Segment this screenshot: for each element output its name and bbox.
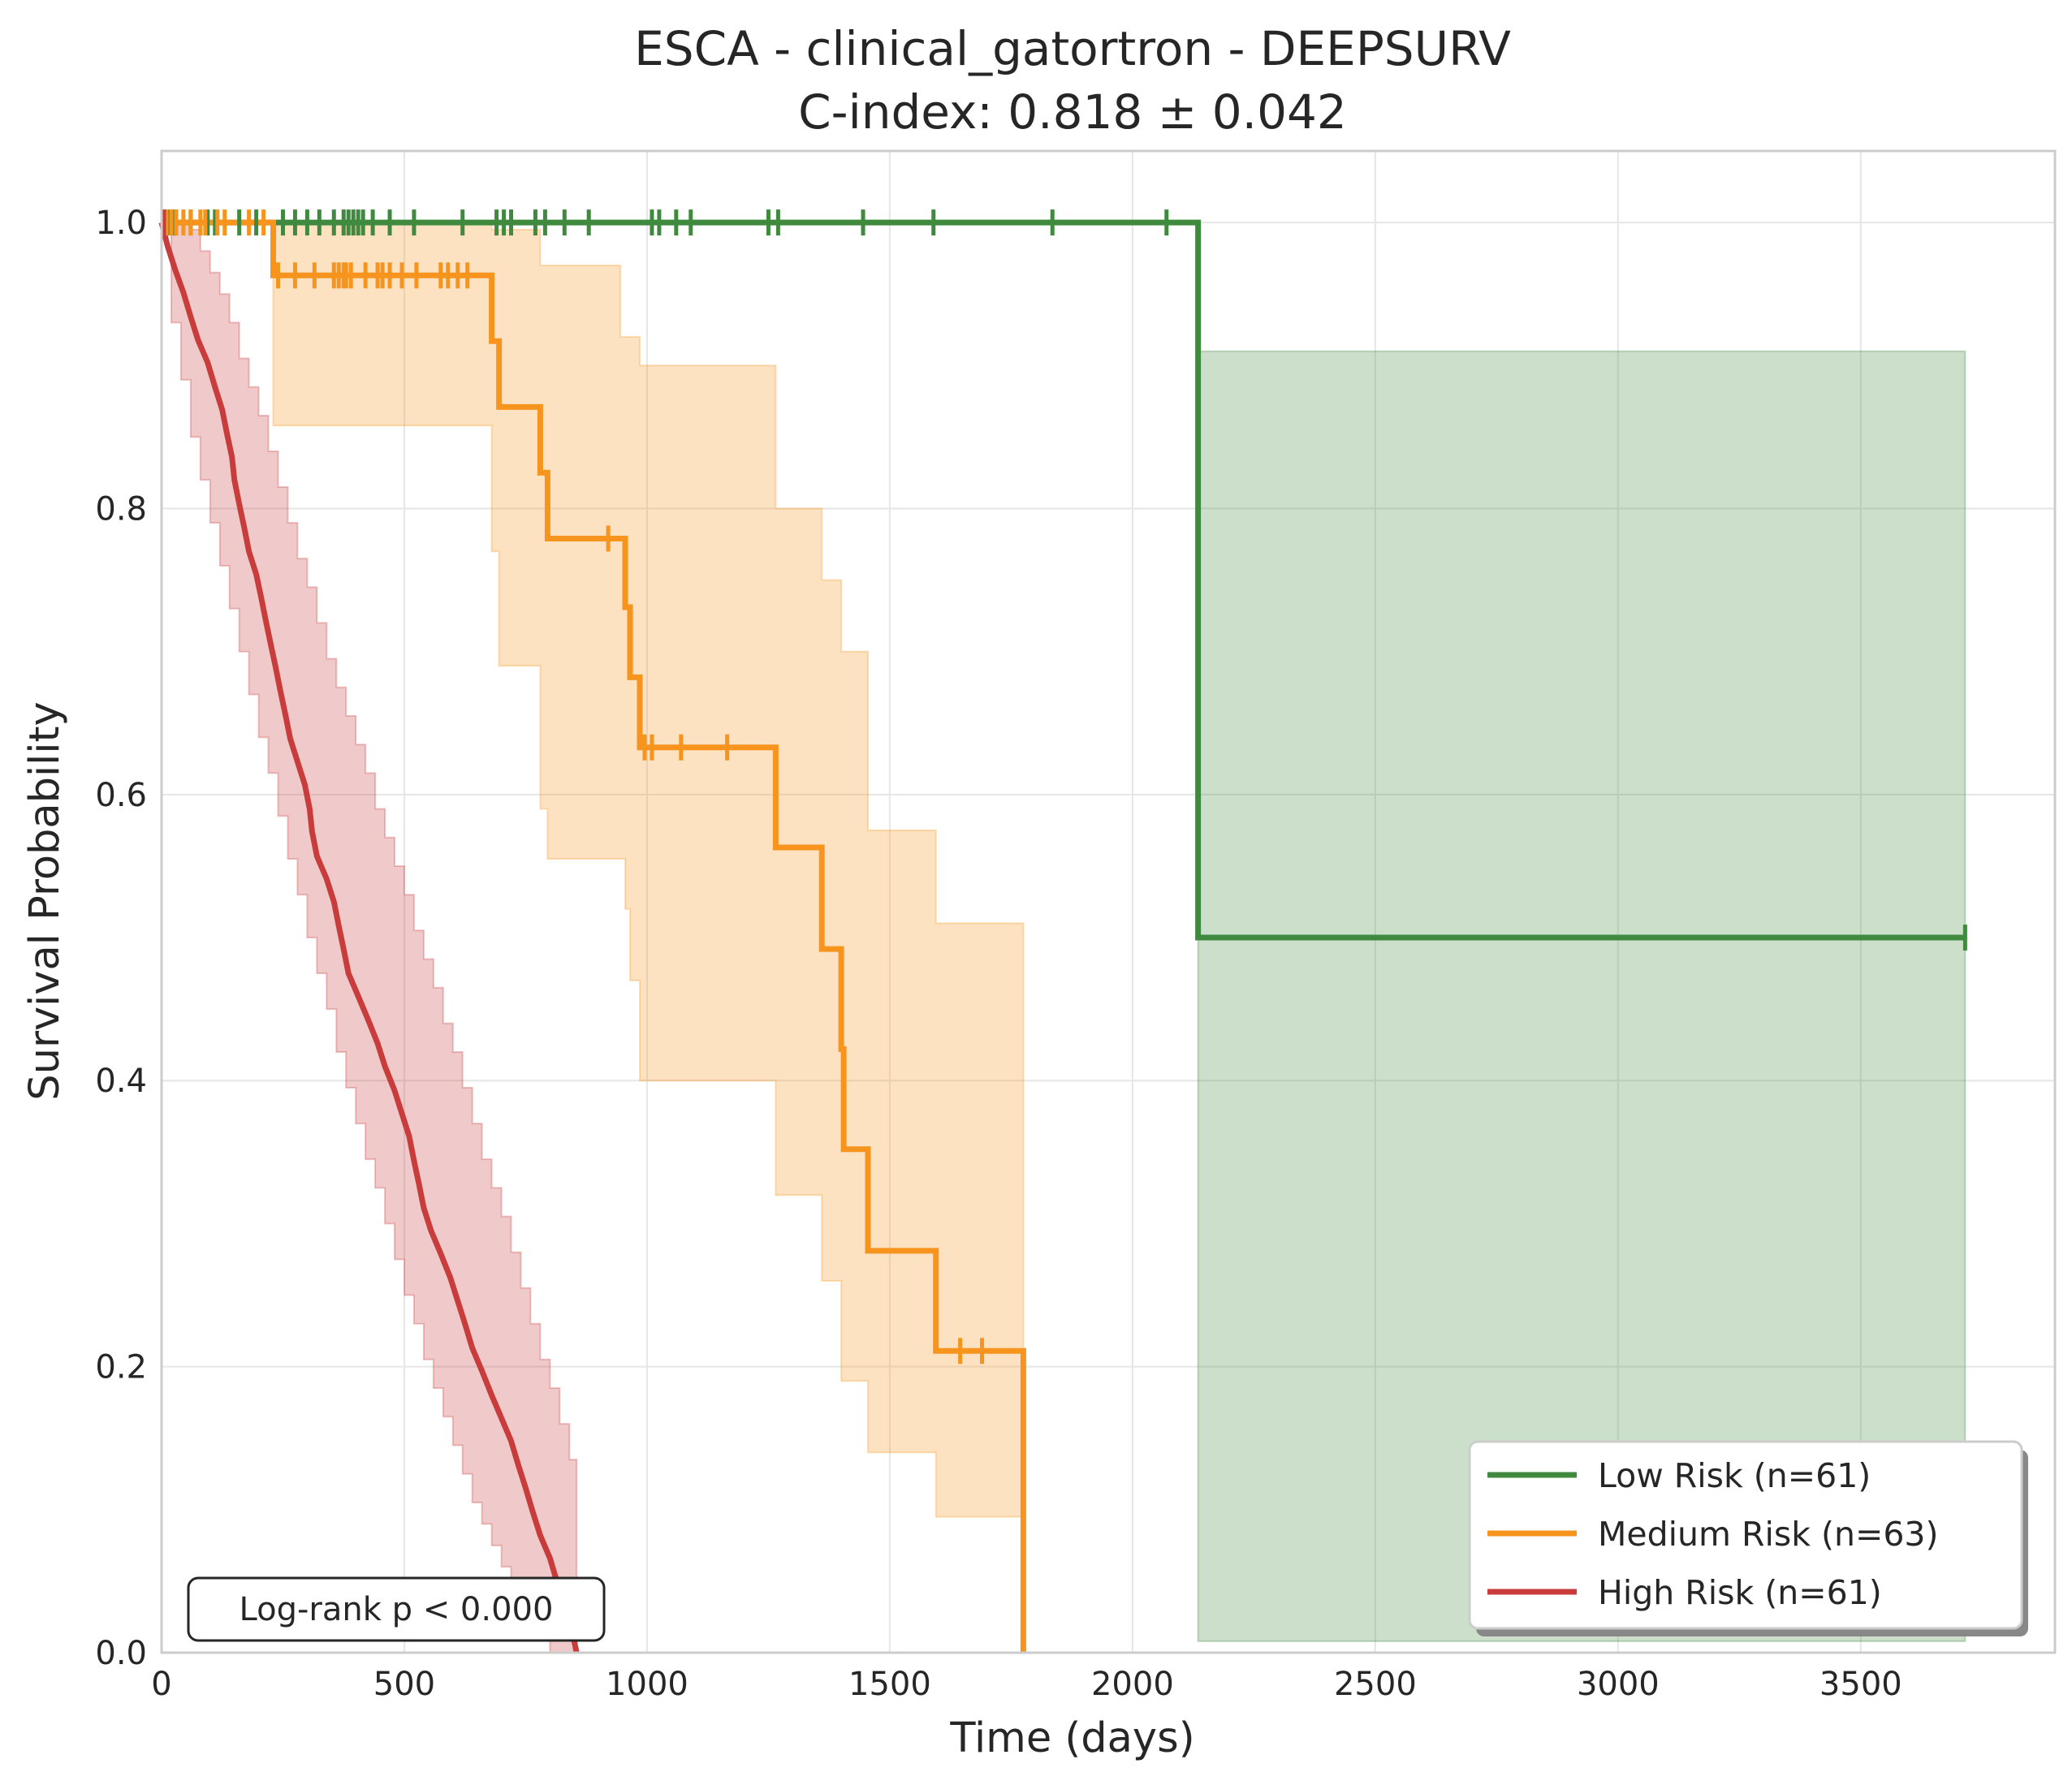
low-risk-survival-line xyxy=(162,219,1966,941)
logrank-text: Log-rank p < 0.000 xyxy=(240,1591,554,1628)
high-risk-survival-line xyxy=(158,222,580,1653)
plot-frame xyxy=(160,149,2057,1654)
medium-risk-ci-band xyxy=(272,222,1025,1581)
y-axis-ticks: 0.0 0.2 0.4 0.6 0.8 1.0 xyxy=(95,205,147,1672)
legend-label-medium: Medium Risk (n=63) xyxy=(1598,1515,1939,1554)
y-tick-label: 0.4 xyxy=(95,1063,147,1100)
x-tick-label: 500 xyxy=(373,1666,435,1703)
y-axis-label: Survival Probability xyxy=(21,701,69,1100)
x-axis-ticks: 0 500 1000 1500 2000 2500 3000 3500 xyxy=(151,1666,1901,1703)
confidence-bands xyxy=(162,222,1966,1653)
x-tick-label: 2500 xyxy=(1334,1666,1417,1703)
y-tick-label: 0.8 xyxy=(95,490,147,528)
low-risk-ci-band xyxy=(1197,350,1966,1642)
medium-risk-survival-line xyxy=(162,219,1026,1653)
chart-subtitle: C-index: 0.818 ± 0.042 xyxy=(798,84,1347,140)
survival-curves xyxy=(158,219,1966,1653)
y-tick-label: 1.0 xyxy=(95,205,147,242)
x-axis-label: Time (days) xyxy=(949,1714,1194,1762)
legend-label-low: Low Risk (n=61) xyxy=(1598,1456,1871,1495)
legend-box xyxy=(1468,1440,2023,1630)
chart-title: ESCA - clinical_gatortron - DEEPSURV xyxy=(634,21,1511,76)
y-tick-label: 0.0 xyxy=(95,1635,147,1672)
logrank-annotation: Log-rank p < 0.000 xyxy=(187,1576,606,1642)
legend: Low Risk (n=61) Medium Risk (n=63) High Ri… xyxy=(1468,1440,2028,1636)
high-risk-ci-band xyxy=(162,222,578,1653)
x-tick-label: 3500 xyxy=(1819,1666,1902,1703)
x-tick-label: 3000 xyxy=(1577,1666,1660,1703)
x-tick-label: 1500 xyxy=(848,1666,931,1703)
censor-marks xyxy=(162,209,1967,1365)
legend-label-high: High Risk (n=61) xyxy=(1598,1573,1882,1612)
y-tick-label: 0.2 xyxy=(95,1349,147,1386)
x-tick-label: 2000 xyxy=(1091,1666,1174,1703)
x-tick-label: 0 xyxy=(151,1666,171,1703)
x-tick-label: 1000 xyxy=(606,1666,689,1703)
y-tick-label: 0.6 xyxy=(95,777,147,814)
annotation-box xyxy=(187,1576,606,1642)
